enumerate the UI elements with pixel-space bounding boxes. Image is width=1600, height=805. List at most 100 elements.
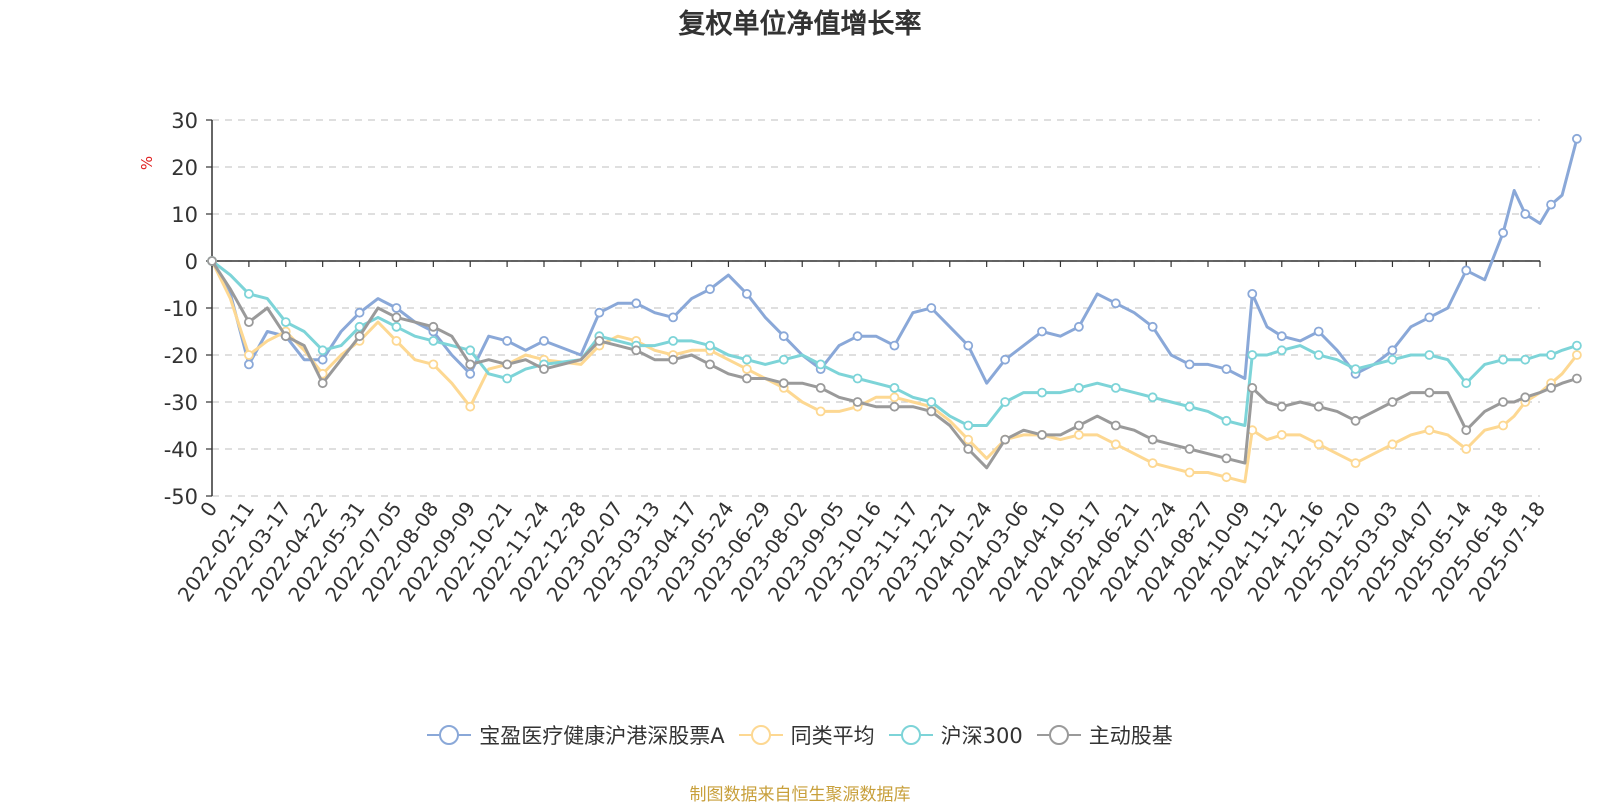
data-point: [465, 368, 476, 379]
data-point: [1037, 429, 1047, 440]
data-point: [354, 307, 365, 318]
data-point: [1424, 350, 1435, 360]
data-point: [1498, 354, 1509, 365]
axes: [206, 119, 1541, 497]
data-point: [539, 364, 549, 375]
data-point: [1313, 326, 1324, 337]
data-point: [1221, 472, 1232, 483]
data-point: [1073, 420, 1084, 431]
data-point: [741, 354, 752, 365]
data-point: [428, 321, 439, 332]
data-point: [428, 335, 439, 346]
data-point: [1498, 227, 1509, 238]
y-tick-label: -40: [164, 438, 198, 462]
data-point: [207, 256, 217, 266]
data-point: [889, 392, 900, 403]
data-point: [1147, 434, 1158, 445]
data-point: [1461, 378, 1472, 389]
y-tick-label: 20: [171, 156, 198, 180]
data-point: [1424, 312, 1435, 323]
data-point: [1073, 321, 1084, 332]
data-point: [539, 335, 549, 346]
legend-marker-icon: [427, 724, 472, 746]
legend-item-1[interactable]: 同类平均: [738, 720, 875, 750]
data-point: [354, 321, 365, 332]
data-point: [1313, 401, 1324, 412]
data-point: [1498, 397, 1509, 407]
legend-label: 宝盈医疗健康沪港深股票A: [479, 724, 725, 748]
data-point: [1247, 288, 1258, 299]
data-point: [1313, 350, 1324, 360]
legend-label: 主动股基: [1088, 724, 1173, 748]
data-point: [1313, 439, 1324, 450]
legend-marker-icon: [888, 724, 933, 746]
data-point: [1276, 331, 1287, 342]
data-point: [1073, 382, 1084, 393]
data-point: [280, 331, 291, 342]
data-point: [668, 354, 679, 365]
legend-item-2[interactable]: 沪深300: [888, 720, 1023, 750]
data-point: [1276, 429, 1287, 440]
data-point: [1110, 382, 1121, 393]
data-point: [1387, 354, 1398, 365]
data-point: [465, 359, 476, 370]
data-point: [926, 397, 937, 407]
data-point: [1247, 382, 1258, 393]
data-point: [280, 317, 291, 328]
data-point: [963, 340, 974, 351]
data-point: [963, 444, 974, 454]
data-point: [1110, 439, 1121, 450]
data-point: [243, 317, 254, 328]
legend-item-0[interactable]: 宝盈医疗健康沪港深股票A: [427, 720, 725, 750]
data-point: [1276, 345, 1287, 356]
data-point: [391, 312, 402, 323]
data-point: [852, 397, 863, 407]
data-point: [594, 335, 605, 346]
grid-lines: [212, 119, 1540, 497]
data-point: [354, 331, 365, 342]
data-point: [317, 378, 328, 389]
y-tick-label: -30: [164, 391, 198, 415]
data-point: [391, 321, 402, 332]
data-point: [705, 340, 715, 351]
data-point: [243, 350, 254, 360]
data-point: [668, 335, 679, 346]
chart-title: 复权单位净值增长率: [678, 9, 922, 40]
legend-item-3[interactable]: 主动股基: [1036, 720, 1173, 750]
data-point: [668, 312, 679, 323]
data-point: [1350, 415, 1361, 426]
data-point: [502, 373, 513, 384]
data-point: [317, 345, 328, 356]
data-point: [1184, 359, 1195, 370]
data-point: [926, 303, 937, 313]
legend-label: 同类平均: [790, 724, 875, 748]
data-point: [778, 354, 789, 365]
data-point: [1498, 420, 1509, 431]
y-tick-label: 30: [171, 109, 198, 133]
data-point: [1520, 209, 1531, 219]
data-point: [1247, 350, 1258, 360]
data-point: [1424, 425, 1435, 436]
data-point: [1424, 387, 1435, 398]
data-point: [705, 284, 715, 295]
data-point: [1221, 364, 1232, 375]
data-point: [631, 345, 642, 356]
data-point: [1571, 373, 1582, 384]
x-tick-label: 0: [195, 497, 222, 521]
data-point: [428, 359, 439, 370]
data-point: [1184, 401, 1195, 412]
data-point: [1387, 345, 1398, 356]
data-point: [1571, 350, 1582, 360]
tick-labels: 3020100-10-20-30-40-5002022-02-112022-03…: [138, 109, 1550, 606]
data-point: [778, 378, 789, 389]
data-point: [1147, 392, 1158, 403]
data-point: [1000, 434, 1011, 445]
data-point: [1037, 326, 1047, 337]
y-tick-label: 10: [171, 203, 198, 227]
data-point: [1461, 265, 1472, 276]
data-point: [1571, 133, 1582, 144]
data-point: [889, 382, 900, 393]
series-lines: [207, 133, 1582, 484]
data-point: [1387, 439, 1398, 450]
